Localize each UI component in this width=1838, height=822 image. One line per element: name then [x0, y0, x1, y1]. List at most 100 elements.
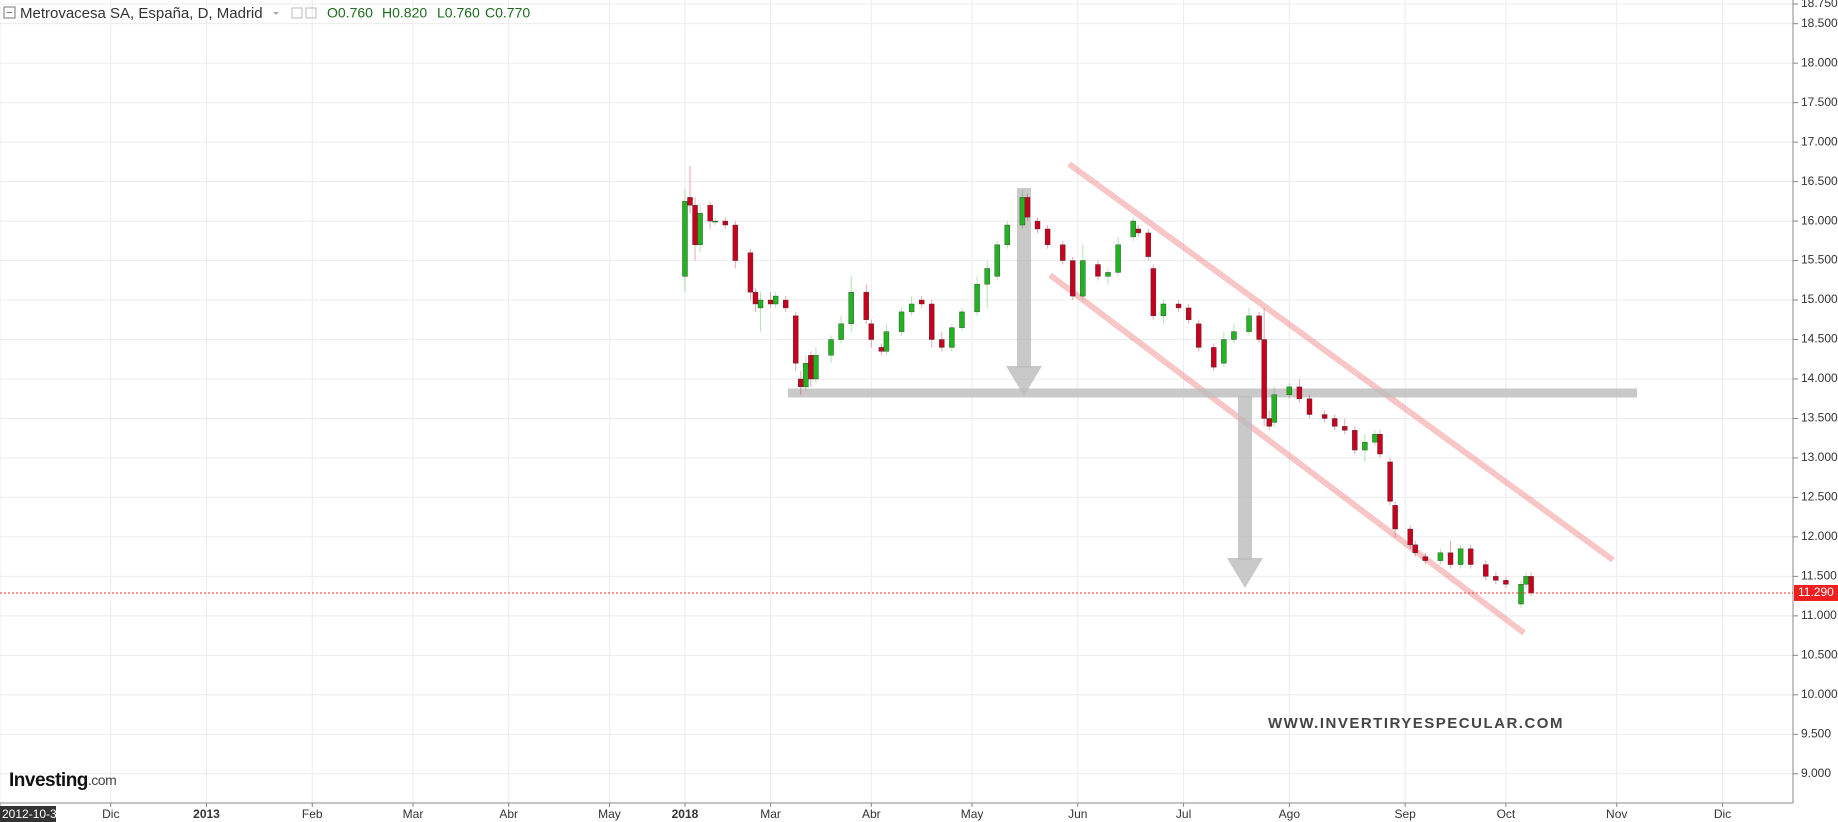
annotations — [788, 161, 1637, 636]
ohlc-open: O0.760 — [327, 5, 373, 21]
candle-body — [838, 323, 844, 340]
candle-body — [1518, 584, 1524, 605]
candle-body — [1150, 268, 1157, 317]
x-tick-label: 2013 — [193, 807, 220, 821]
x-tick-label: May — [961, 807, 984, 821]
candles — [682, 165, 1534, 608]
candle-body — [1523, 576, 1529, 585]
candle-body — [984, 268, 990, 285]
candle-body — [1412, 544, 1418, 553]
candle-body — [782, 299, 789, 309]
logo-name: Investing — [9, 770, 88, 791]
x-tick-label: Feb — [302, 807, 323, 821]
candle-body — [1185, 307, 1192, 320]
candle-body — [1004, 224, 1011, 245]
y-tick-label: 13.000 — [1801, 450, 1838, 464]
x-tick-label: Dic — [102, 807, 119, 821]
x-tick-label: Jul — [1176, 807, 1191, 821]
candle-body — [1467, 548, 1474, 565]
watermark: WWW.INVERTIRYESPECULAR.COM — [1268, 715, 1564, 732]
last-price-label: 11.290 — [1798, 585, 1834, 599]
logo: Investing.com — [9, 770, 116, 791]
y-tick-label: 16.000 — [1801, 213, 1838, 227]
y-tick-label: 17.000 — [1801, 134, 1838, 148]
collapse-icon[interactable] — [3, 6, 16, 19]
candle-body — [1221, 339, 1227, 364]
candle-body — [828, 339, 834, 356]
x-tick-highlight — [0, 806, 56, 822]
candle-body — [1195, 323, 1202, 348]
close-icon[interactable] — [305, 7, 317, 19]
dropdown-icon[interactable] — [273, 12, 279, 15]
candle-body — [1352, 430, 1358, 451]
candle-body — [1105, 272, 1111, 277]
candle-body — [1095, 264, 1101, 277]
y-tick-label: 12.500 — [1801, 490, 1838, 504]
x-tick-label: Jun — [1068, 807, 1087, 821]
candle-body — [767, 299, 774, 305]
x-tick-label: Oct — [1497, 807, 1516, 821]
candle-body — [1231, 331, 1237, 340]
candle-body — [732, 224, 739, 261]
logo-suffix: .com — [88, 772, 116, 788]
candle-body — [747, 252, 754, 293]
candle-body — [1130, 220, 1136, 238]
candle-body — [692, 205, 698, 245]
candle-body — [1135, 228, 1141, 234]
candle-body — [722, 220, 728, 226]
candle-body — [878, 347, 885, 352]
candle-body — [1024, 197, 1031, 218]
candle-body — [1271, 394, 1277, 423]
candle-body — [1145, 232, 1152, 257]
candle-body — [1286, 386, 1293, 395]
candle-body — [1377, 434, 1383, 455]
arrow-head — [1227, 558, 1263, 588]
ohlc-close: C0.770 — [485, 5, 530, 21]
arrow-shaft — [1017, 188, 1031, 368]
candle-body — [1493, 576, 1499, 581]
candle-body — [974, 284, 980, 313]
y-tick-label: 15.000 — [1801, 292, 1838, 306]
candle-body — [1306, 398, 1313, 415]
y-tick-label: 16.500 — [1801, 174, 1838, 188]
candle-body — [793, 315, 799, 364]
candle-body — [813, 355, 819, 380]
candle-body — [1321, 414, 1328, 419]
ohlc-high: H0.820 — [382, 5, 427, 21]
candle-body — [959, 311, 965, 328]
candle-body — [1342, 426, 1348, 431]
candle-body — [868, 323, 875, 340]
settings-icon[interactable] — [291, 7, 303, 19]
x-tick-label: Abr — [499, 807, 518, 821]
candle-body — [994, 244, 1000, 277]
x-tick-label: Ago — [1279, 807, 1301, 821]
candle-body — [918, 299, 925, 305]
y-tick-label: 15.500 — [1801, 253, 1838, 267]
candle-body — [1296, 386, 1303, 399]
x-tick-label: 2012-10-31 — [2, 807, 64, 821]
arrow-head — [1006, 366, 1042, 396]
candle-body — [1331, 418, 1338, 427]
candle-body — [863, 291, 869, 320]
candle-body — [1034, 220, 1041, 230]
chart-title: Metrovacesa SA, España, D, Madrid — [20, 5, 263, 22]
candle-body — [772, 295, 779, 305]
grid — [0, 0, 1793, 803]
candle-body — [1160, 303, 1167, 317]
y-tick-label: 17.500 — [1801, 95, 1838, 109]
candle-body — [803, 363, 809, 388]
y-tick-label: 11.000 — [1801, 608, 1837, 622]
x-tick-label: Nov — [1606, 807, 1627, 821]
candle-body — [1392, 505, 1398, 530]
candle-body — [1246, 315, 1252, 332]
candle-body — [848, 291, 854, 324]
y-tick-label: 9.000 — [1801, 766, 1831, 780]
candle-body — [1503, 580, 1509, 585]
candle-body — [682, 201, 688, 277]
ohlc-low: L0.760 — [437, 5, 480, 21]
x-tick-label: Dic — [1714, 807, 1731, 821]
candle-body — [1261, 339, 1267, 419]
candle-body — [1256, 315, 1262, 340]
x-tick-label: Mar — [403, 807, 424, 821]
